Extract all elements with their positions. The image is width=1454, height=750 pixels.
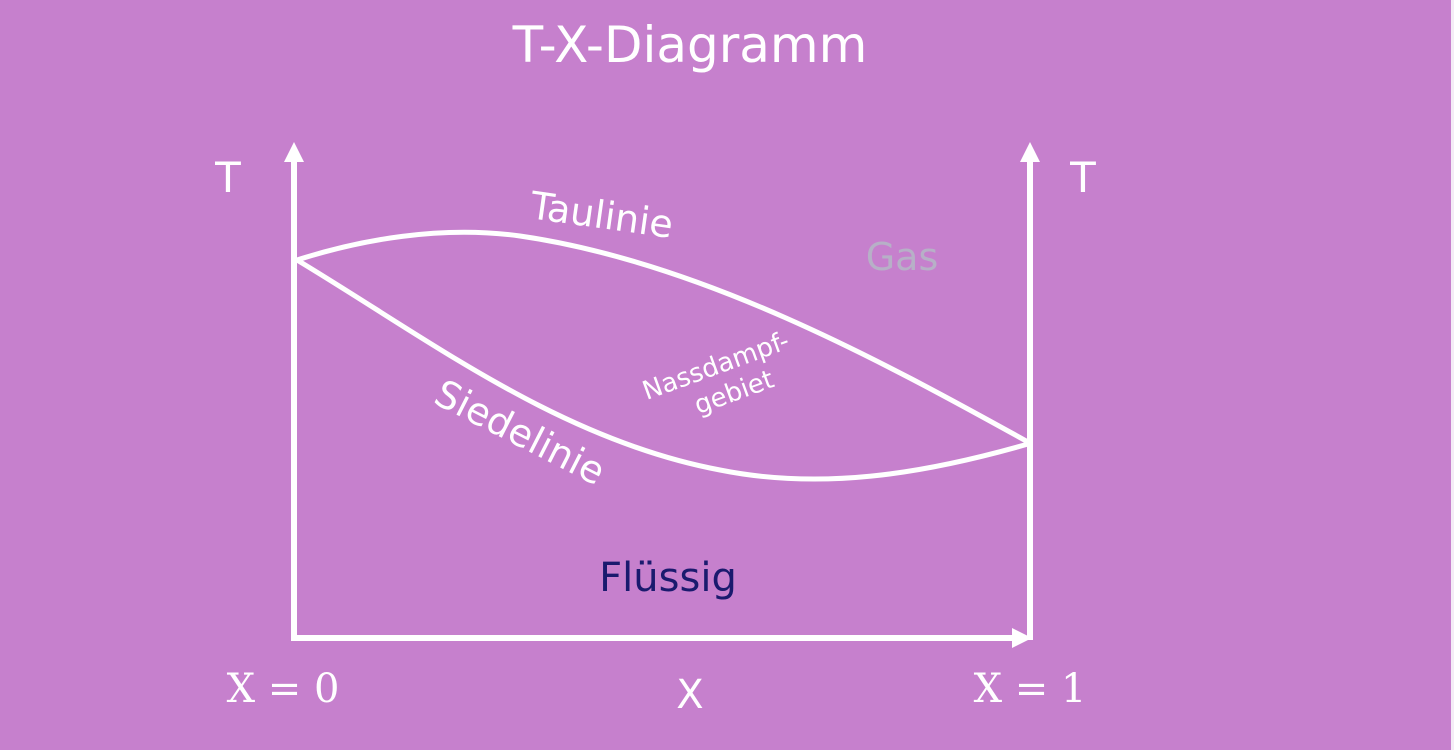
right-y-axis-label: T <box>1069 153 1096 202</box>
left-y-axis-arrow-icon <box>284 142 304 162</box>
wet-steam-region-label: Nassdampf- gebiet <box>639 326 794 421</box>
gas-region-label: Gas <box>866 235 939 279</box>
right-edge-divider <box>1451 0 1454 750</box>
dew-line-label: Taulinie <box>527 183 676 247</box>
x-tick-left: X = 0 <box>227 666 340 712</box>
right-y-axis-arrow-icon <box>1020 142 1040 162</box>
x-axis-arrow-icon <box>1012 628 1032 648</box>
boiling-line-label: Siedelinie <box>428 371 613 494</box>
liquid-region-label: Flüssig <box>599 555 737 601</box>
x-axis-label: X <box>676 672 703 718</box>
boiling-line-curve <box>294 257 1031 482</box>
diagram-title: T-X-Diagramm <box>512 16 868 74</box>
dew-line-curve <box>294 229 1031 445</box>
left-y-axis-label: T <box>214 153 241 202</box>
x-tick-right: X = 1 <box>974 666 1087 712</box>
